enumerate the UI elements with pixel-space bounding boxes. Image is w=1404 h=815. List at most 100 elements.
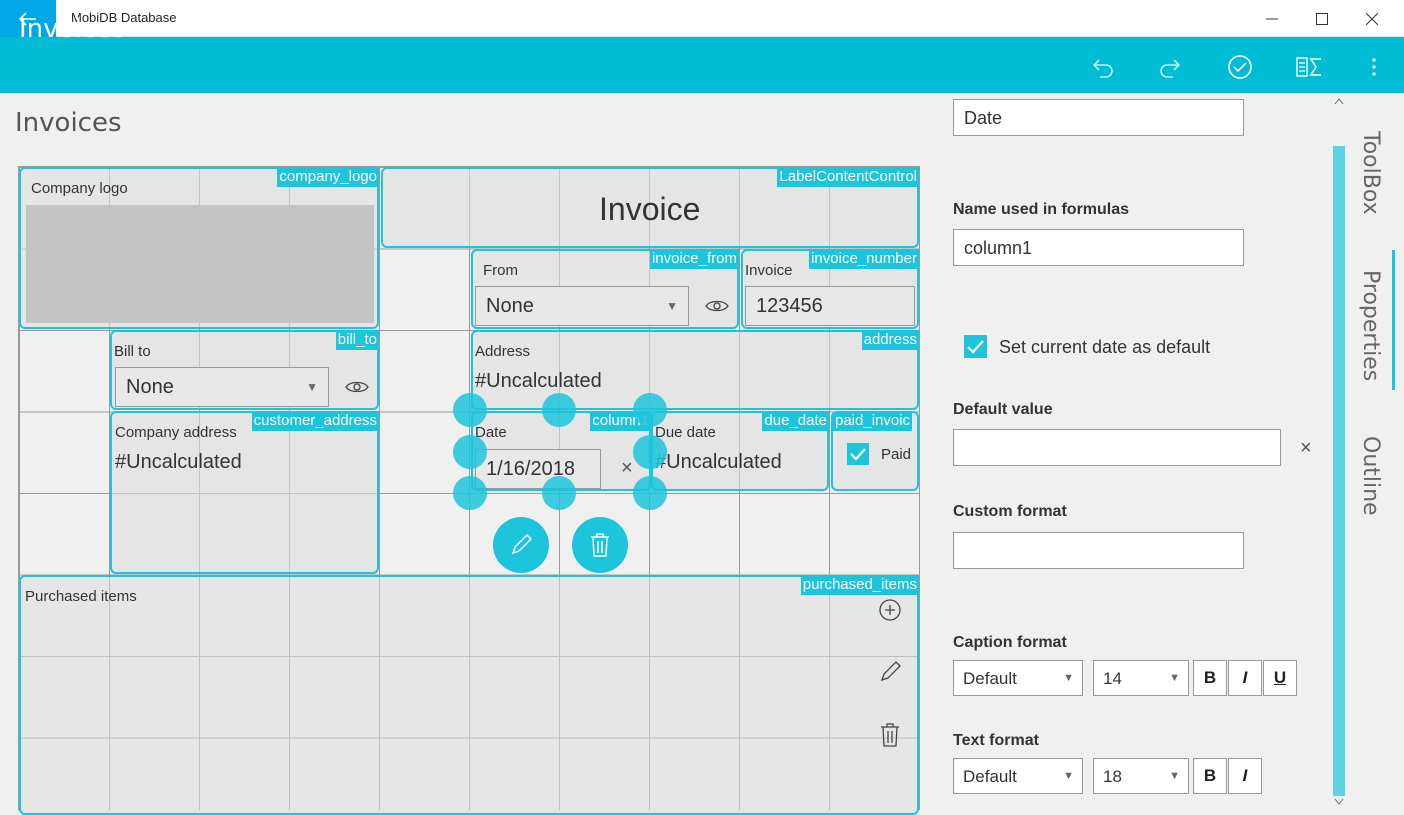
bill-to-control[interactable]: bill_to Bill to None ▼ [110, 330, 379, 410]
add-row-icon[interactable] [878, 598, 902, 622]
title-bar [0, 0, 1404, 37]
caption-bold-button[interactable]: B [1193, 660, 1227, 696]
address-control[interactable]: address Address #Uncalculated [471, 330, 919, 410]
resize-handle-left[interactable] [453, 435, 487, 469]
eye-icon[interactable] [705, 299, 729, 313]
formula-button[interactable] [1292, 49, 1328, 85]
tab-toolbox[interactable]: ToolBox [1358, 131, 1383, 215]
formula-name-label: Name used in formulas [953, 201, 1130, 218]
paid-label: Paid [881, 446, 912, 463]
resize-handle-bottom-left[interactable] [453, 476, 487, 510]
text-font-value: Default [963, 767, 1017, 786]
text-size-value: 18 [1103, 767, 1122, 786]
delete-row-icon[interactable] [878, 722, 902, 748]
scroll-up-icon[interactable] [1334, 97, 1344, 105]
minimize-button[interactable] [1247, 0, 1297, 37]
maximize-button[interactable] [1297, 0, 1347, 37]
resize-handle-top[interactable] [542, 393, 576, 427]
customer-address-control[interactable]: Company address customer_address #Uncalc… [110, 411, 379, 574]
date-field-value: 1/16/2018 [486, 458, 575, 480]
close-window-button[interactable] [1347, 0, 1397, 37]
more-options-button[interactable] [1356, 49, 1392, 85]
from-dropdown[interactable]: None ▼ [475, 286, 689, 326]
text-bold-button[interactable]: B [1193, 758, 1227, 794]
paid-invoice-control[interactable]: paid_invoic Paid [831, 411, 919, 491]
control-name-tag: company_logo [277, 167, 379, 187]
text-size-dropdown[interactable]: 18 ▼ [1093, 758, 1189, 794]
address-value: #Uncalculated [475, 370, 602, 392]
eye-icon[interactable] [345, 380, 369, 394]
formula-name-input[interactable]: column1 [953, 229, 1244, 266]
clear-default-icon[interactable]: × [1300, 437, 1312, 459]
chevron-down-icon: ▼ [666, 299, 678, 313]
undo-button[interactable] [1085, 49, 1121, 85]
text-font-dropdown[interactable]: Default ▼ [953, 758, 1083, 794]
invoice-number-field[interactable]: 123456 [745, 286, 915, 326]
caption-size-dropdown[interactable]: 14 ▼ [1093, 660, 1189, 696]
control-name-tag: address [861, 330, 919, 350]
design-grid[interactable]: company_logo Company logo LabelContentCo… [18, 166, 920, 815]
date-field[interactable]: 1/16/2018 [475, 449, 601, 489]
checkmark-icon [850, 448, 866, 461]
custom-format-input[interactable] [953, 532, 1244, 569]
control-caption: Due date [655, 424, 716, 441]
resize-handle-bottom-right[interactable] [633, 476, 667, 510]
control-name-tag: LabelContentControl [777, 167, 919, 187]
company-logo-control[interactable]: company_logo Company logo [19, 167, 379, 329]
paid-checkbox[interactable] [847, 443, 869, 465]
control-caption: Purchased items [25, 588, 137, 605]
control-caption: Company address [115, 424, 237, 441]
checkmark-icon [967, 340, 984, 354]
invoice-number-value: 123456 [756, 295, 823, 317]
bill-to-dropdown-value: None [126, 376, 174, 398]
pencil-icon [511, 533, 533, 555]
default-date-checkbox[interactable] [964, 335, 987, 358]
control-name-tag: invoice_from [649, 249, 739, 269]
scrollbar-thumb[interactable] [1333, 146, 1345, 796]
default-date-checkbox-label: Set current date as default [999, 337, 1211, 357]
save-check-button[interactable] [1222, 49, 1258, 85]
redo-button[interactable] [1152, 49, 1188, 85]
control-name-tag: paid_invoic [833, 412, 913, 431]
caption-font-value: Default [963, 669, 1017, 688]
close-icon [1366, 12, 1378, 25]
active-tab-indicator [1392, 250, 1395, 390]
custom-format-label: Custom format [953, 503, 1067, 520]
edit-control-button[interactable] [493, 517, 549, 573]
caption-underline-button[interactable]: U [1263, 660, 1297, 696]
arrow-left-icon [19, 11, 36, 26]
bill-to-dropdown[interactable]: None ▼ [115, 367, 329, 407]
invoice-number-control[interactable]: invoice_number Invoice 123456 [741, 249, 919, 329]
from-dropdown-value: None [486, 295, 534, 317]
tab-outline[interactable]: Outline [1358, 436, 1383, 516]
redo-icon [1160, 59, 1181, 78]
resize-handle-bottom[interactable] [542, 476, 576, 510]
edit-row-icon[interactable] [878, 660, 902, 684]
scroll-down-icon[interactable] [1334, 798, 1344, 806]
app-title: MobiDB Database [71, 10, 177, 25]
clear-date-icon[interactable]: × [621, 457, 633, 479]
purchased-items-control[interactable]: purchased_items Purchased items [19, 575, 919, 815]
resize-handle-top-left[interactable] [453, 393, 487, 427]
due-date-control[interactable]: Due date due_date #Uncalculated [651, 411, 829, 491]
side-tabs: ToolBox Properties Outline [1346, 93, 1404, 810]
formula-sigma-icon [1296, 57, 1321, 77]
tab-properties[interactable]: Properties [1358, 270, 1383, 382]
field-type-input[interactable]: Date [953, 99, 1244, 136]
chevron-down-icon: ▼ [1169, 672, 1180, 684]
default-value-input[interactable] [953, 429, 1281, 466]
resize-handle-right[interactable] [633, 435, 667, 469]
invoice-from-control[interactable]: invoice_from From None ▼ [471, 249, 739, 329]
logo-image-placeholder [26, 205, 374, 323]
invoice-label-control[interactable]: LabelContentControl Invoice [381, 167, 919, 248]
check-circle-icon [1228, 55, 1252, 79]
caption-font-dropdown[interactable]: Default ▼ [953, 660, 1083, 696]
text-italic-button[interactable]: I [1228, 758, 1262, 794]
resize-handle-top-right[interactable] [633, 393, 667, 427]
control-name-tag: due_date [762, 411, 829, 431]
caption-italic-button[interactable]: I [1228, 660, 1262, 696]
control-name-tag: bill_to [335, 330, 379, 350]
caption-size-value: 14 [1103, 669, 1122, 688]
delete-control-button[interactable] [572, 517, 628, 573]
back-button[interactable] [0, 0, 56, 37]
